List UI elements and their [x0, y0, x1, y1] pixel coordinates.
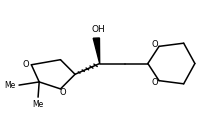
Text: Me: Me	[32, 100, 44, 109]
Polygon shape	[93, 38, 100, 64]
Text: O: O	[151, 78, 158, 87]
Text: OH: OH	[92, 25, 106, 34]
Text: O: O	[151, 40, 158, 49]
Text: O: O	[60, 88, 67, 97]
Text: O: O	[22, 60, 29, 69]
Text: Me: Me	[4, 81, 16, 90]
